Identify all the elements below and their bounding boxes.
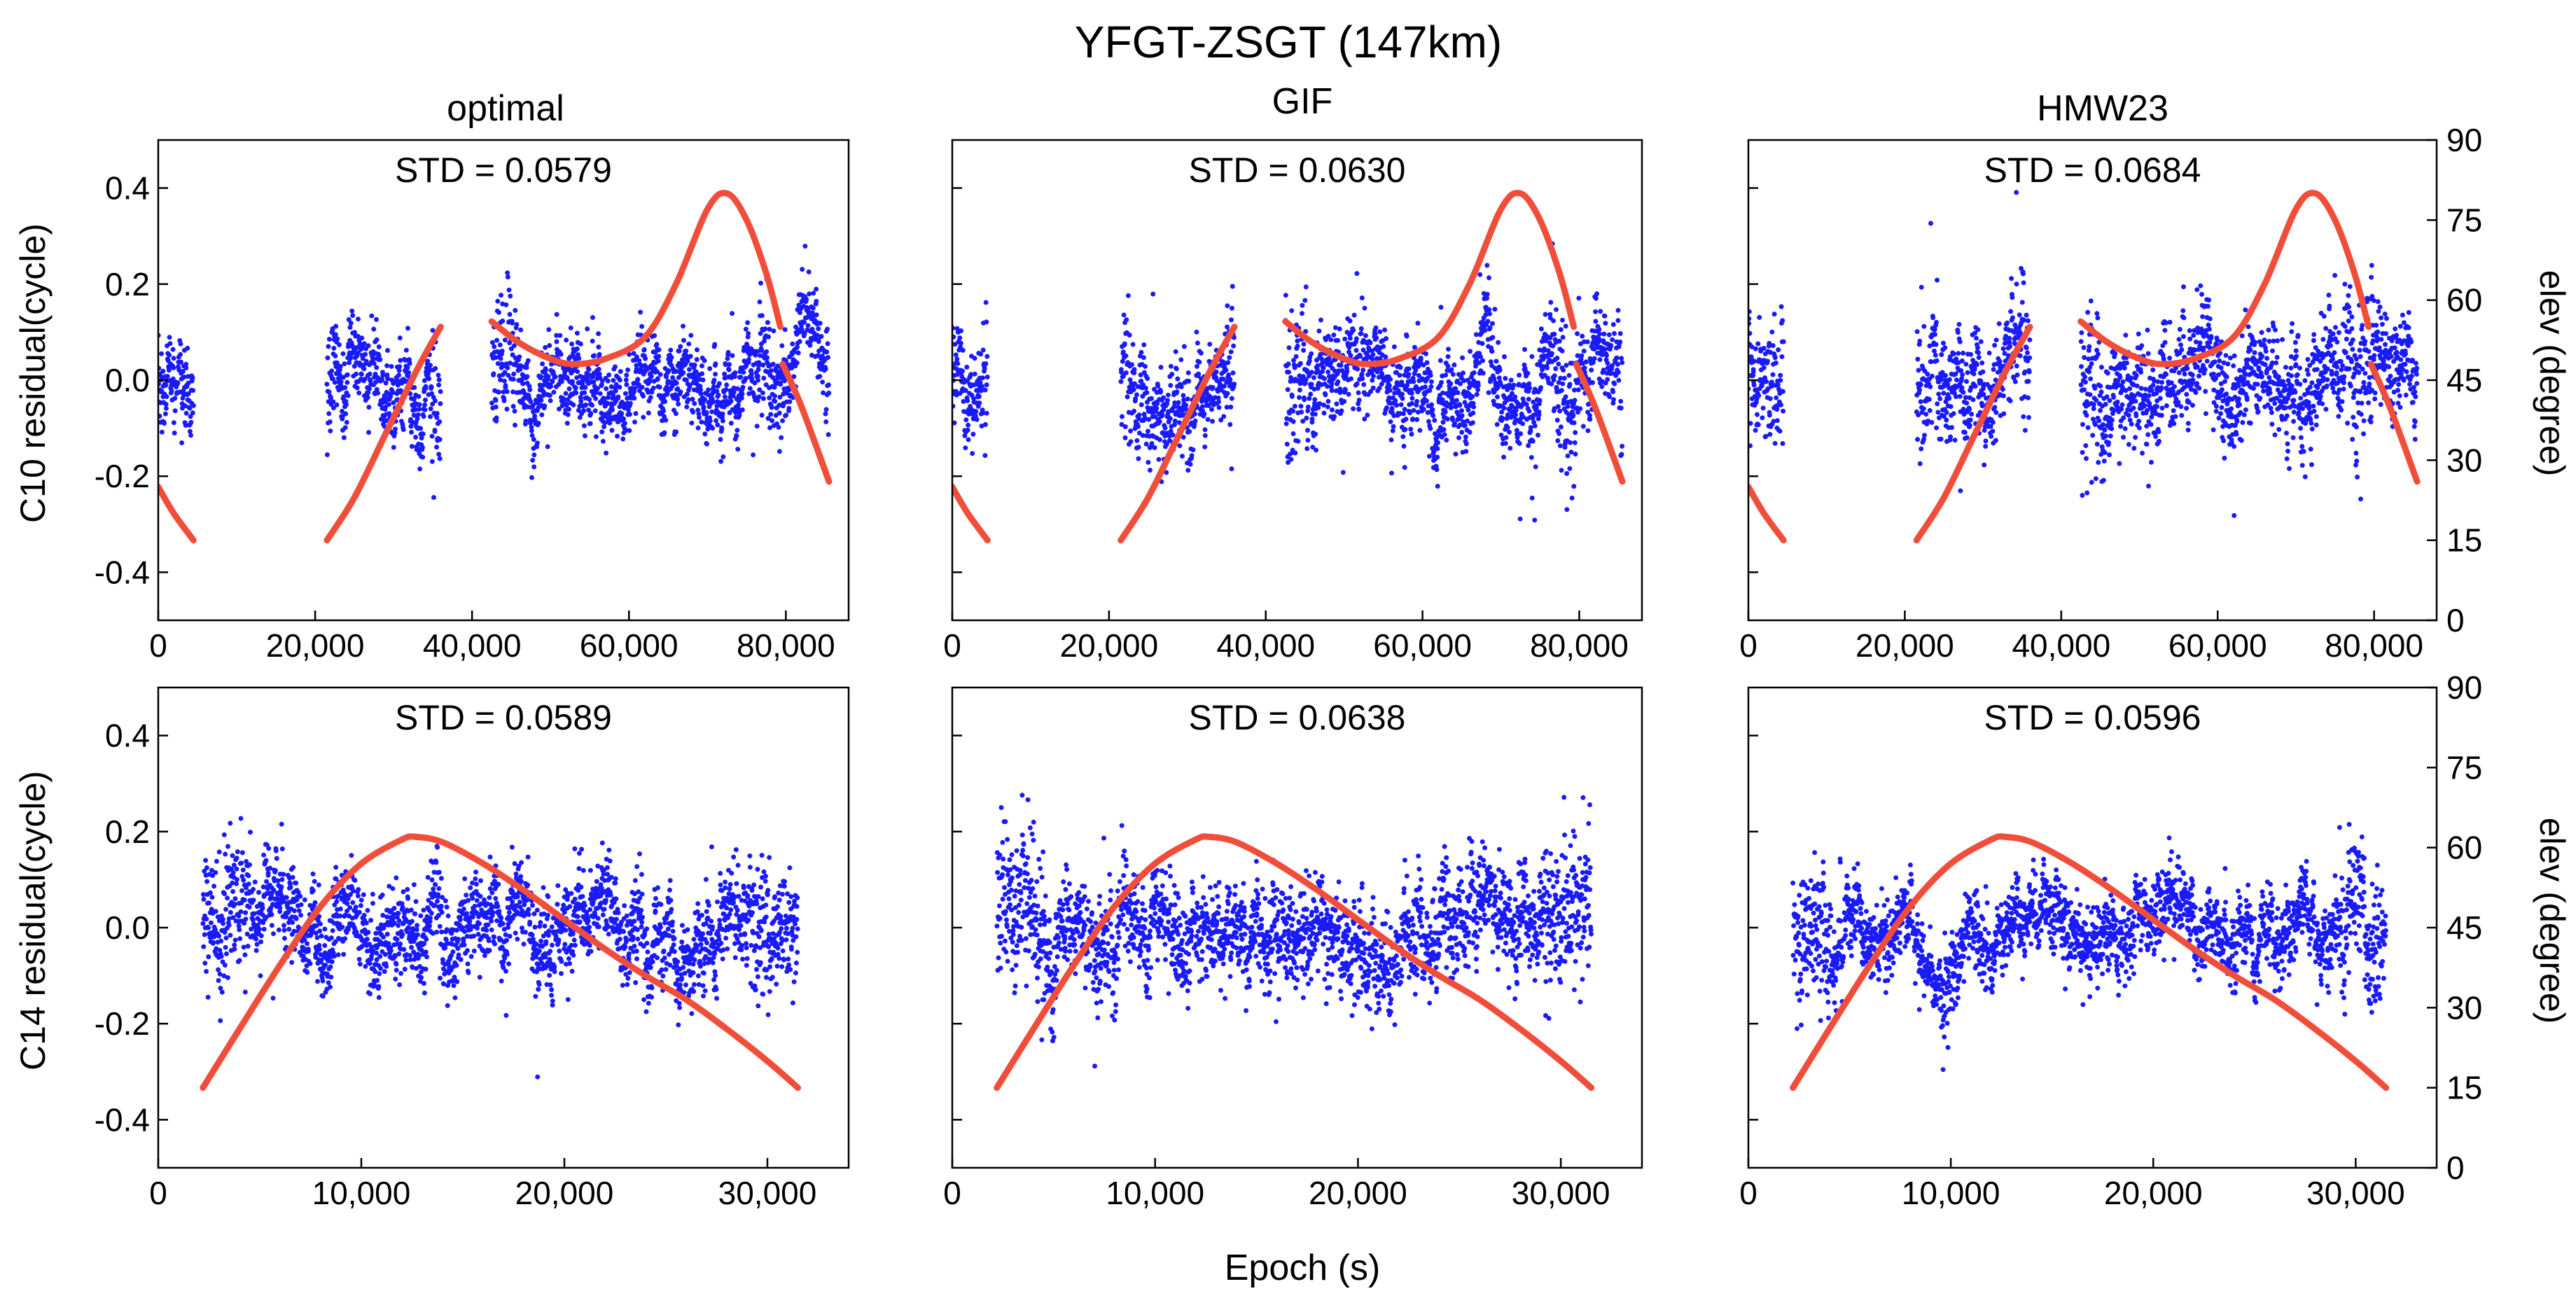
x-tick-label: 40,000 xyxy=(1216,627,1315,664)
x-tick-label: 30,000 xyxy=(2306,1175,2405,1211)
elevation-curve-segment xyxy=(994,833,1595,1091)
residual-scatter xyxy=(1748,190,2420,518)
residual-points xyxy=(158,244,832,500)
x-tick-label: 20,000 xyxy=(1309,1175,1407,1211)
std-label: STD = 0.0596 xyxy=(1984,698,2201,737)
x-tick-label: 80,000 xyxy=(1530,627,1629,664)
x-tick-label: 0 xyxy=(943,1175,961,1211)
y2-tick-label: 45 xyxy=(2446,362,2482,398)
x-tick-label: 20,000 xyxy=(1856,627,1954,664)
y2-tick-label: 60 xyxy=(2446,282,2482,319)
panel-r1-gif: 0 20,000 40,000 60,000 80,000 STD = 0.0630 xyxy=(943,139,1643,664)
std-label: STD = 0.0579 xyxy=(395,151,612,190)
elevation-curve-segment xyxy=(779,361,833,485)
elevation-curve-segment xyxy=(2077,190,2372,368)
x-tick-label: 0 xyxy=(943,627,961,664)
x-axis-label: Epoch (s) xyxy=(1225,1248,1381,1288)
y2-tick-label: 45 xyxy=(2446,909,2482,946)
elevation-curve-segment xyxy=(1913,323,2033,544)
x-tick-label: 10,000 xyxy=(1902,1175,2000,1211)
residual-points xyxy=(994,793,1594,1069)
elevation-curve-segment xyxy=(952,483,991,544)
residual-scatter xyxy=(158,244,832,500)
column-title-optimal: optimal xyxy=(447,88,564,129)
y2-tick-label: 30 xyxy=(2446,442,2482,478)
elevation-curve-segment xyxy=(1748,483,1787,544)
column-title-gif: GIF xyxy=(1272,81,1333,122)
x-tick-label: 30,000 xyxy=(1512,1175,1610,1211)
residual-scatter xyxy=(952,241,1625,523)
y-tick-label: 0.4 xyxy=(105,170,150,207)
x-tick-label: 20,000 xyxy=(1060,627,1159,664)
x-tick-label: 10,000 xyxy=(312,1175,411,1211)
y-tick-label: -0.4 xyxy=(95,554,150,590)
x-tick-label: 20,000 xyxy=(515,1175,614,1211)
std-label: STD = 0.0638 xyxy=(1189,698,1406,737)
x-tick-label: 60,000 xyxy=(2168,627,2267,664)
residual-points xyxy=(952,241,1625,523)
x-tick-label: 20,000 xyxy=(2104,1175,2203,1211)
elevation-curve-segment xyxy=(488,190,784,368)
x-tick-label: 0 xyxy=(149,627,167,664)
std-label: STD = 0.0630 xyxy=(1189,151,1406,190)
x-tick-label: 80,000 xyxy=(737,627,835,664)
panel-r1-optimal: 0 20,000 40,000 60,000 80,000 -0.4 -0.2 0.0 0.2 0… xyxy=(95,139,850,664)
residual-scatter xyxy=(994,793,1594,1069)
y2-tick-label: 75 xyxy=(2446,749,2482,786)
elevation-curve-segment xyxy=(1790,833,2390,1091)
residual-points xyxy=(1748,190,2420,518)
y-tick-label: 0.2 xyxy=(105,814,150,850)
residual-scatter xyxy=(1790,822,2388,1073)
panel-r2-optimal: 0 10,000 20,000 30,000 -0.4 -0.2 0.0 0.2 0.4 STD … xyxy=(95,686,850,1211)
std-label: STD = 0.0589 xyxy=(395,698,612,737)
column-title-hmw23: HMW23 xyxy=(2037,88,2168,129)
y2-tick-label: 30 xyxy=(2446,989,2482,1026)
figure-title: YFGT-ZSGT (147km) xyxy=(1075,17,1502,67)
panel-r2-gif: 0 10,000 20,000 30,000 STD = 0.0638 xyxy=(943,686,1643,1211)
x-tick-label: 10,000 xyxy=(1106,1175,1204,1211)
x-tick-label: 60,000 xyxy=(1373,627,1472,664)
residual-points xyxy=(1790,822,2388,1073)
y2-tick-label: 15 xyxy=(2446,1070,2482,1106)
y2-axis-label-row1: elev (degree) xyxy=(2533,270,2572,477)
y2-axis-label-row2: elev (degree) xyxy=(2533,818,2572,1024)
y-axis-label-row2: C14 residual(cycle) xyxy=(13,771,53,1070)
x-tick-label: 0 xyxy=(149,1175,167,1211)
std-label: STD = 0.0684 xyxy=(1984,151,2201,190)
elevation-curve-segment xyxy=(2367,361,2421,485)
y-axis-label-row1: C10 residual(cycle) xyxy=(13,223,53,523)
elevation-curve-segment xyxy=(323,323,444,544)
x-tick-label: 80,000 xyxy=(2325,627,2423,664)
y-tick-label: -0.4 xyxy=(95,1101,150,1138)
y-tick-label: -0.2 xyxy=(95,458,150,494)
elevation-curve-segment xyxy=(158,483,197,544)
elevation-curve-segment xyxy=(1282,190,1578,368)
x-tick-label: 20,000 xyxy=(266,627,365,664)
y2-tick-label: 90 xyxy=(2446,669,2482,706)
y2-tick-label: 90 xyxy=(2446,122,2482,158)
y2-tick-label: 75 xyxy=(2446,202,2482,238)
x-tick-label: 40,000 xyxy=(423,627,522,664)
y2-tick-label: 0 xyxy=(2446,602,2465,638)
y-tick-label: 0.0 xyxy=(105,362,150,398)
elevation-curve-segment xyxy=(200,833,801,1091)
x-tick-label: 40,000 xyxy=(2012,627,2110,664)
panel-r1-hmw23: 0 20,000 40,000 60,000 80,000 0 15 30 45 60 75 90 ST… xyxy=(1739,122,2482,664)
y-tick-label: -0.2 xyxy=(95,1005,150,1042)
y2-tick-label: 15 xyxy=(2446,522,2482,559)
panel-r2-hmw23: 0 10,000 20,000 30,000 0 15 30 45 60 75 90 STD = 0.… xyxy=(1739,669,2482,1211)
x-tick-label: 0 xyxy=(1739,1175,1757,1211)
elevation-curve-segment xyxy=(1573,361,1626,485)
y2-tick-label: 60 xyxy=(2446,830,2482,866)
y-tick-label: 0.4 xyxy=(105,718,150,754)
x-tick-label: 0 xyxy=(1739,627,1757,664)
y-tick-label: 0.2 xyxy=(105,266,150,302)
x-tick-label: 30,000 xyxy=(718,1175,817,1211)
elevation-curve-segment xyxy=(1118,323,1238,544)
y2-tick-label: 0 xyxy=(2446,1150,2465,1186)
x-tick-label: 60,000 xyxy=(580,627,678,664)
panels: 0 20,000 40,000 60,000 80,000-0.4-0.20.00.20… xyxy=(95,122,2482,1211)
y-tick-label: 0.0 xyxy=(105,909,150,946)
